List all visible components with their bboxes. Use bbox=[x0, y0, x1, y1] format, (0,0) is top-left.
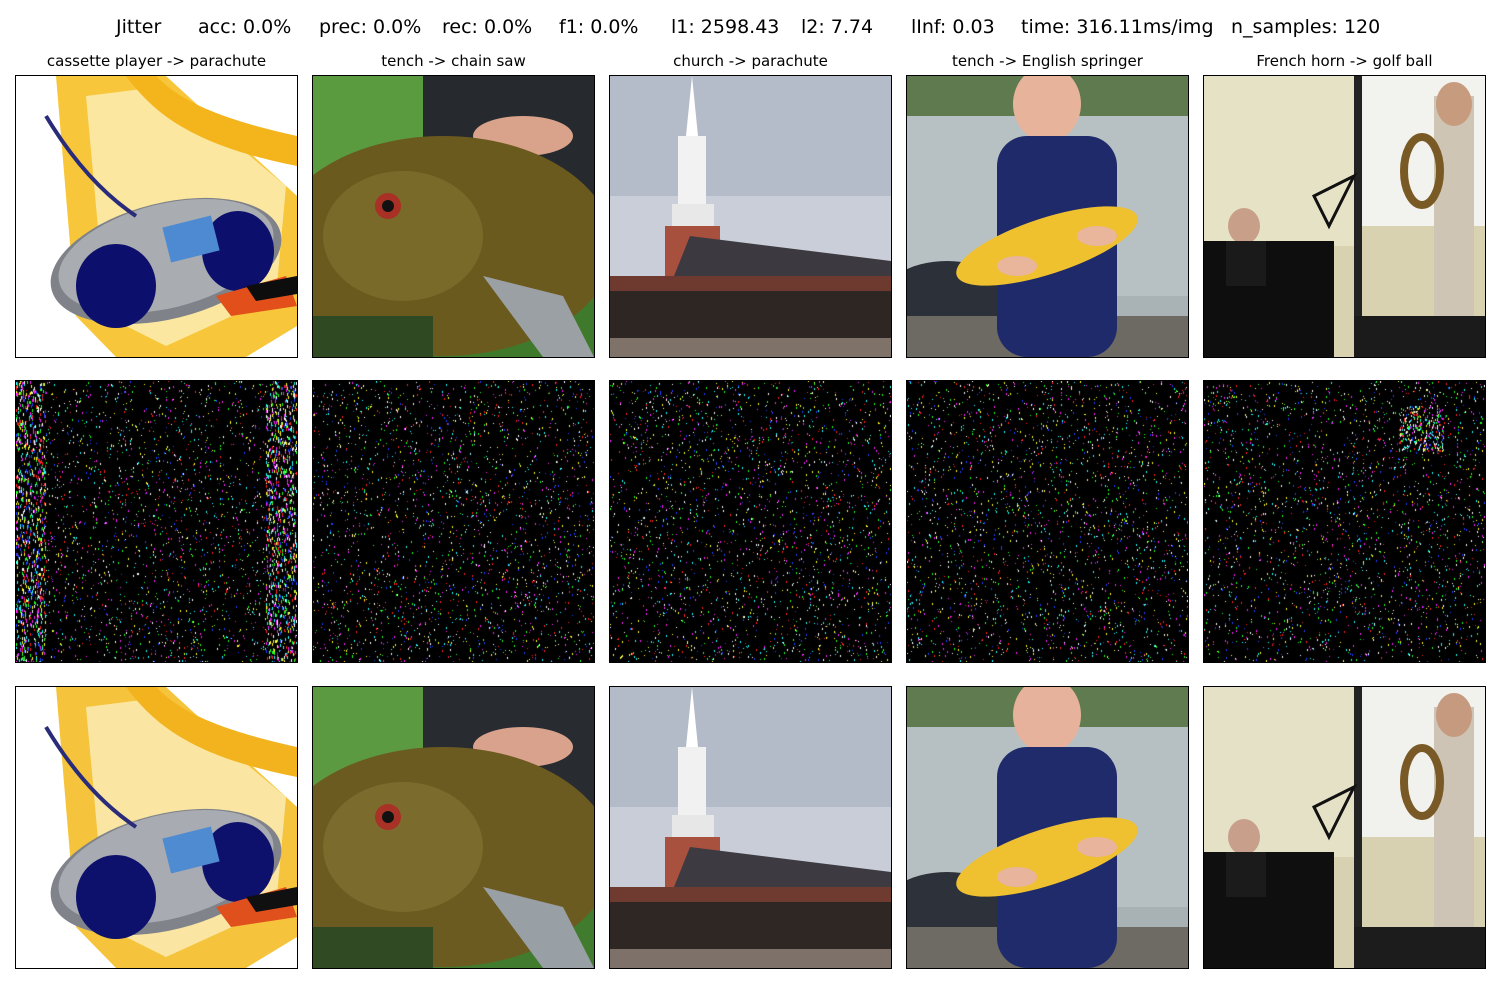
column-title-5: French horn -> golf ball bbox=[1203, 52, 1486, 70]
church-photo bbox=[610, 76, 891, 357]
precision-metric: prec: 0.0% bbox=[319, 16, 421, 38]
tench-fish-photo bbox=[313, 76, 594, 357]
perturbation-map-french-horn bbox=[1203, 380, 1486, 663]
adversarial-image-french-horn bbox=[1203, 686, 1486, 969]
adversarial-image-boy-fish bbox=[906, 686, 1189, 969]
column-title-4: tench -> English springer bbox=[906, 52, 1189, 70]
original-image-boy-fish bbox=[906, 75, 1189, 358]
noise-canvas bbox=[907, 381, 1188, 662]
recall-metric: rec: 0.0% bbox=[442, 16, 532, 38]
linf-metric: lInf: 0.03 bbox=[911, 16, 995, 38]
figure-header: Jitter acc: 0.0% prec: 0.0% rec: 0.0% f1… bbox=[0, 16, 1500, 42]
church-photo bbox=[610, 687, 891, 968]
time-metric: time: 316.11ms/img bbox=[1021, 16, 1214, 38]
column-title-2: tench -> chain saw bbox=[312, 52, 595, 70]
adversarial-image-tench bbox=[312, 686, 595, 969]
cassette-illustration bbox=[16, 76, 297, 357]
column-title-1: cassette player -> parachute bbox=[15, 52, 298, 70]
noise-canvas bbox=[1204, 381, 1485, 662]
french-horn-photo bbox=[1204, 76, 1485, 357]
noise-canvas bbox=[16, 381, 297, 662]
accuracy-metric: acc: 0.0% bbox=[198, 16, 291, 38]
method-name: Jitter bbox=[116, 16, 161, 38]
column-title-3: church -> parachute bbox=[609, 52, 892, 70]
adversarial-image-church bbox=[609, 686, 892, 969]
cassette-illustration bbox=[16, 687, 297, 968]
perturbation-map-church bbox=[609, 380, 892, 663]
adversarial-image-cassette bbox=[15, 686, 298, 969]
original-image-cassette bbox=[15, 75, 298, 358]
noise-canvas bbox=[313, 381, 594, 662]
french-horn-photo bbox=[1204, 687, 1485, 968]
l2-metric: l2: 7.74 bbox=[801, 16, 873, 38]
perturbation-map-boy-fish bbox=[906, 380, 1189, 663]
original-image-french-horn bbox=[1203, 75, 1486, 358]
f1-metric: f1: 0.0% bbox=[559, 16, 639, 38]
perturbation-map-tench bbox=[312, 380, 595, 663]
boy-with-fish-photo bbox=[907, 76, 1188, 357]
original-image-tench bbox=[312, 75, 595, 358]
samples-metric: n_samples: 120 bbox=[1231, 16, 1380, 38]
tench-fish-photo bbox=[313, 687, 594, 968]
boy-with-fish-photo bbox=[907, 687, 1188, 968]
noise-canvas bbox=[610, 381, 891, 662]
perturbation-map-cassette bbox=[15, 380, 298, 663]
l1-metric: l1: 2598.43 bbox=[671, 16, 779, 38]
original-image-church bbox=[609, 75, 892, 358]
